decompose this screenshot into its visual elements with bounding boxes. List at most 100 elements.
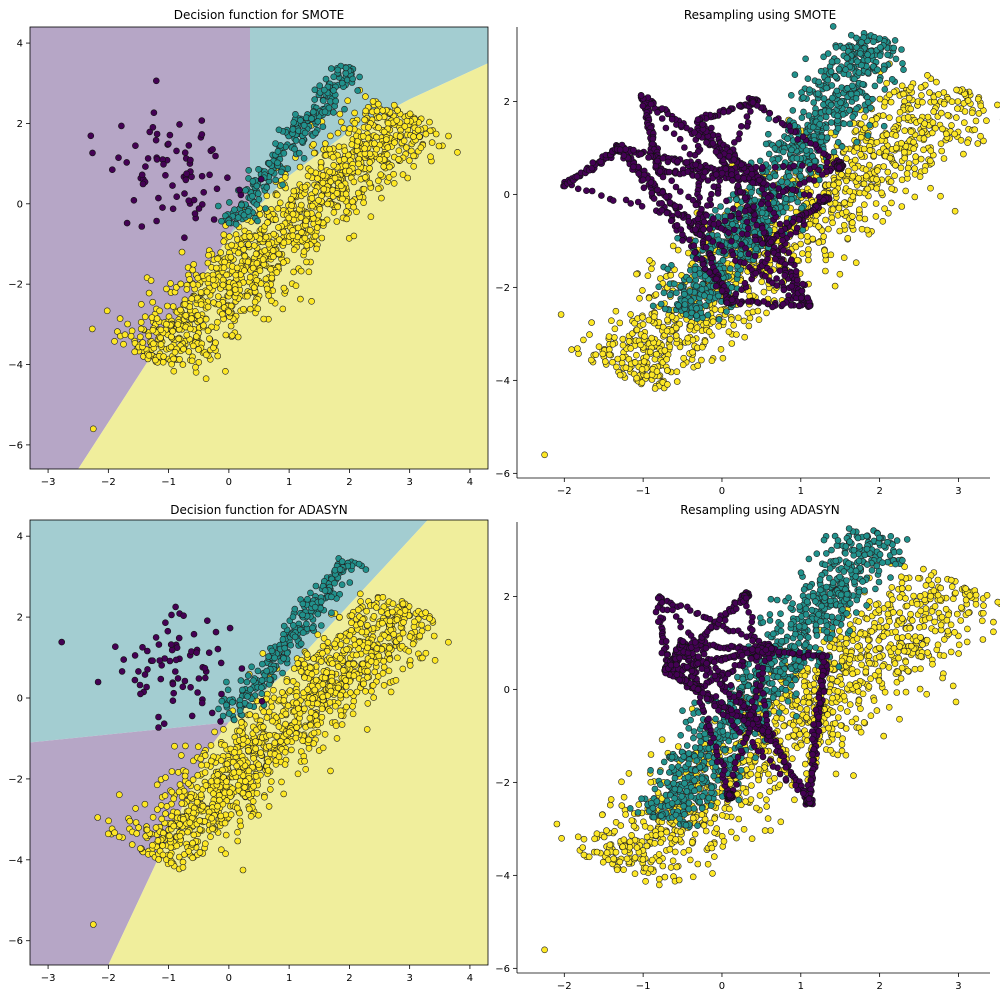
point-class-2 — [169, 303, 177, 310]
point-class-2 — [260, 315, 268, 323]
point-class-1 — [292, 111, 299, 118]
point-class-2 — [698, 356, 705, 364]
point-class-2 — [153, 315, 161, 322]
point-class-2 — [369, 98, 377, 105]
point-class-0 — [190, 196, 198, 204]
point-class-2 — [663, 327, 671, 335]
point-class-2 — [661, 347, 669, 354]
point-class-2 — [454, 149, 461, 156]
point-class-0 — [673, 222, 681, 229]
point-class-0 — [744, 230, 751, 238]
point-class-2 — [705, 328, 713, 336]
point-class-2 — [269, 247, 277, 254]
point-class-2 — [367, 213, 375, 220]
point-class-2 — [672, 332, 680, 339]
point-class-2 — [301, 234, 309, 242]
point-class-0 — [209, 146, 216, 153]
point-class-2 — [745, 322, 753, 330]
point-class-0 — [720, 108, 727, 116]
point-class-1 — [265, 160, 273, 167]
point-class-0 — [775, 192, 783, 200]
point-class-2 — [680, 354, 688, 362]
point-class-2 — [179, 361, 187, 368]
point-class-1 — [274, 159, 281, 167]
point-class-1 — [254, 217, 261, 225]
point-class-2 — [303, 258, 310, 266]
point-class-1 — [858, 61, 865, 69]
panel-smote-decision: Decision function for SMOTE −3 −2 −1 0 1 2 3 4 … — [8, 8, 489, 488]
point-class-0 — [176, 121, 183, 128]
point-class-2 — [219, 310, 226, 318]
point-class-2 — [964, 139, 971, 146]
point-class-2 — [366, 179, 374, 187]
point-class-2 — [220, 264, 228, 271]
point-class-2 — [804, 251, 812, 258]
point-class-2 — [359, 133, 367, 140]
point-class-2 — [663, 355, 671, 363]
point-class-2 — [188, 315, 195, 322]
decision-region-class-1 — [228, 27, 488, 236]
point-class-0 — [704, 177, 712, 184]
point-class-0 — [779, 162, 787, 170]
point-class-2 — [351, 109, 358, 117]
point-class-1 — [311, 86, 319, 94]
point-class-0 — [734, 182, 742, 189]
point-class-0 — [609, 197, 617, 204]
point-class-0 — [640, 184, 648, 192]
point-class-2 — [639, 314, 646, 321]
point-class-2 — [294, 224, 302, 232]
point-class-2 — [297, 267, 305, 275]
point-class-2 — [149, 298, 156, 306]
point-class-2 — [387, 688, 395, 696]
point-class-2 — [708, 357, 716, 365]
point-class-2 — [180, 345, 187, 353]
point-class-2 — [645, 316, 653, 324]
chart-title: Decision function for SMOTE — [174, 8, 344, 22]
point-class-2 — [384, 120, 392, 127]
point-class-0 — [696, 231, 704, 238]
point-class-2 — [614, 355, 622, 363]
point-class-0 — [676, 188, 684, 195]
point-class-2 — [849, 193, 857, 200]
point-class-0 — [789, 186, 796, 193]
point-class-2 — [313, 224, 321, 231]
x-tick-label: 2 — [346, 477, 352, 488]
point-class-1 — [888, 76, 896, 83]
point-class-2 — [892, 132, 900, 139]
point-class-2 — [189, 266, 196, 274]
point-class-1 — [693, 305, 700, 312]
point-class-0 — [200, 189, 207, 196]
point-class-2 — [351, 119, 359, 127]
point-class-2 — [262, 233, 270, 241]
point-class-2 — [873, 167, 881, 174]
point-class-1 — [655, 283, 663, 291]
point-class-2 — [400, 137, 408, 145]
point-class-2 — [312, 188, 319, 195]
point-class-2 — [609, 340, 617, 348]
point-class-0 — [674, 158, 681, 165]
point-class-2 — [414, 126, 422, 134]
point-class-1 — [852, 95, 860, 102]
point-class-0 — [155, 194, 162, 202]
point-class-2 — [851, 156, 859, 164]
point-class-2 — [221, 258, 228, 266]
point-class-1 — [788, 146, 795, 154]
point-class-2 — [968, 109, 976, 117]
point-class-2 — [333, 218, 341, 225]
point-class-1 — [867, 104, 874, 112]
point-class-2 — [953, 86, 960, 94]
point-class-2 — [960, 150, 967, 158]
point-class-2 — [636, 294, 643, 302]
point-class-2 — [907, 83, 915, 91]
point-class-2 — [689, 348, 696, 356]
point-class-0 — [152, 136, 160, 144]
point-class-2 — [880, 163, 888, 170]
point-class-2 — [417, 144, 425, 151]
point-class-0 — [183, 170, 190, 177]
point-class-2 — [921, 120, 928, 127]
point-class-2 — [740, 317, 748, 325]
point-class-1 — [840, 44, 847, 52]
point-class-2 — [406, 157, 413, 164]
point-class-0 — [195, 205, 203, 212]
